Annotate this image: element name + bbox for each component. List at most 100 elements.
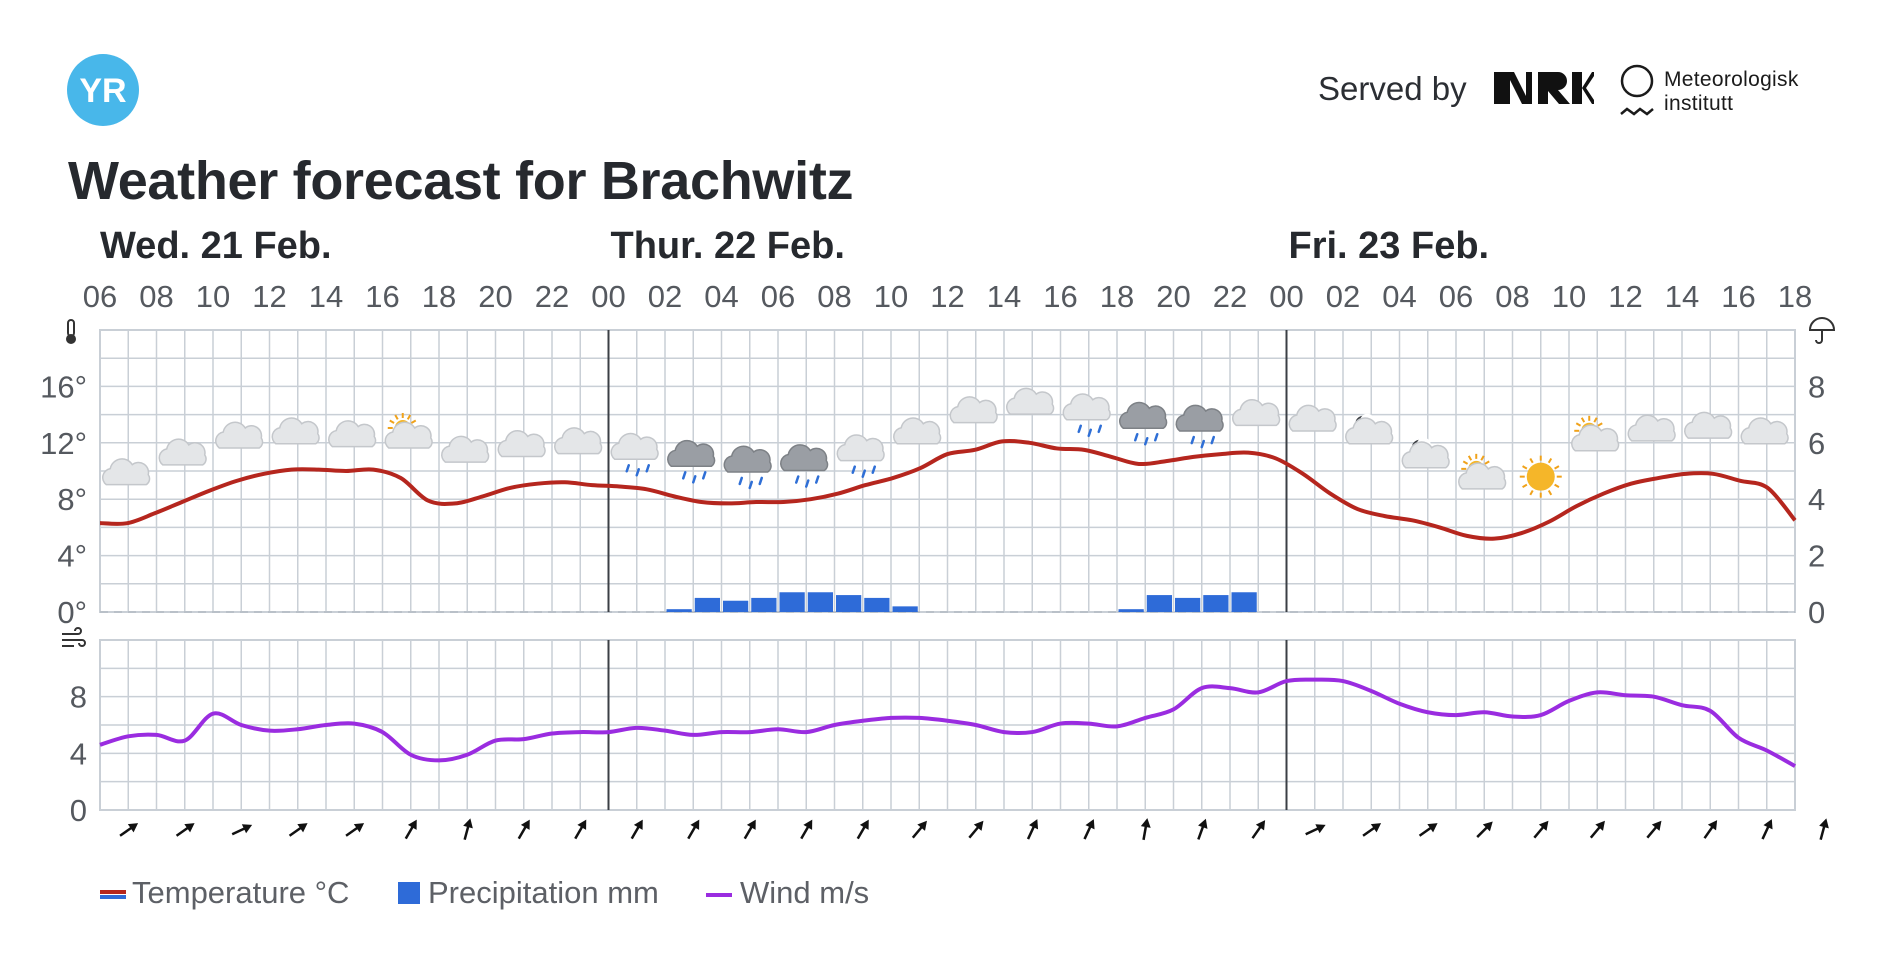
weather-symbol-cloudy-icon xyxy=(441,435,490,463)
wind-direction-arrow xyxy=(1476,821,1493,838)
hour-tick-label: 10 xyxy=(196,279,230,314)
wind-direction-arrow xyxy=(119,823,139,837)
wind-icon xyxy=(62,627,86,647)
wind-tick-label: 4 xyxy=(70,736,87,771)
weather-symbol-light-rain-icon xyxy=(610,432,659,477)
wind-line xyxy=(99,677,1796,768)
wind-direction-arrow xyxy=(231,824,253,836)
precipitation-tick-label: 8 xyxy=(1808,369,1825,404)
hour-tick-label: 14 xyxy=(987,279,1021,314)
weather-symbol-light-rain-icon xyxy=(836,434,885,478)
weather-symbol-cloudy-icon xyxy=(1684,411,1733,439)
legend-wind: Wind m/s xyxy=(706,875,869,911)
svg-text:YR: YR xyxy=(79,72,126,110)
precipitation-bar xyxy=(1175,597,1201,612)
precipitation-bar xyxy=(864,597,890,612)
precipitation-bar xyxy=(836,595,862,612)
weather-symbol-rain-icon xyxy=(1119,401,1168,446)
weather-symbol-cloudy-icon xyxy=(1740,417,1789,445)
hour-tick-label: 18 xyxy=(422,279,456,314)
wind-direction-arrow xyxy=(175,823,195,837)
wind-direction-arrow xyxy=(630,819,643,840)
precipitation-bar xyxy=(779,592,805,612)
weather-symbol-partly-cloudy-night-icon xyxy=(1401,437,1450,469)
hour-tick-label: 20 xyxy=(478,279,512,314)
wind-direction-arrow xyxy=(911,820,927,839)
precipitation-tick-label: 6 xyxy=(1808,426,1825,461)
precipitation-bar xyxy=(751,597,777,612)
wind-direction-arrow xyxy=(1533,820,1549,839)
hour-tick-label: 16 xyxy=(1721,279,1755,314)
weather-symbol-partly-cloudy-day-icon xyxy=(1458,453,1507,490)
page-title: Weather forecast for Brachwitz xyxy=(68,151,854,211)
weather-symbol-partly-cloudy-day-icon xyxy=(384,412,433,449)
wind-direction-arrow xyxy=(1761,819,1773,840)
hour-tick-label: 12 xyxy=(252,279,286,314)
wind-direction-arrow xyxy=(1646,820,1662,839)
day-label: Wed. 21 Feb. xyxy=(100,225,332,267)
hour-tick-label: 04 xyxy=(1382,279,1416,314)
weather-symbol-partly-cloudy-day-icon xyxy=(1571,415,1620,452)
hour-tick-label: 20 xyxy=(1156,279,1190,314)
met-institute-logo[interactable] xyxy=(1618,62,1656,125)
wind-direction-arrow xyxy=(404,819,417,840)
wind-direction-arrow xyxy=(517,819,530,840)
hour-tick-label: 08 xyxy=(1495,279,1529,314)
wind-tick-label: 0 xyxy=(70,793,87,828)
wind-direction-arrow xyxy=(856,819,869,840)
weather-symbol-clear-day-icon xyxy=(1519,455,1562,498)
weather-symbol-cloudy-icon xyxy=(949,396,998,424)
precipitation-bar xyxy=(807,592,833,612)
hour-tick-label: 08 xyxy=(817,279,851,314)
wind-direction-arrow xyxy=(1362,823,1382,837)
precipitation-bar xyxy=(1203,595,1229,612)
legend-wind-label: Wind m/s xyxy=(740,875,870,910)
thermometer-icon xyxy=(66,319,76,344)
met-name-line1: Meteorologisk xyxy=(1664,68,1799,91)
weather-symbol-cloudy-icon xyxy=(102,458,151,486)
met-institute-name: Meteorologisk institutt xyxy=(1664,68,1799,116)
weather-symbol-cloudy-icon xyxy=(271,417,320,445)
hour-tick-label: 16 xyxy=(365,279,399,314)
wind-line-icon xyxy=(706,892,732,897)
wind-direction-arrow xyxy=(1418,823,1438,837)
weather-symbol-cloudy-icon xyxy=(1288,404,1337,432)
hour-tick-label: 10 xyxy=(1552,279,1586,314)
hour-tick-label: 06 xyxy=(1439,279,1473,314)
yr-logo-mark: YR xyxy=(79,72,126,110)
legend-temperature-label: Temperature °C xyxy=(132,875,350,910)
hour-tick-label: 00 xyxy=(591,279,625,314)
weather-symbol-light-rain-icon xyxy=(1062,393,1111,438)
wind-direction-arrow xyxy=(1026,819,1039,840)
wind-direction-arrow xyxy=(1589,820,1605,839)
hour-tick-label: 14 xyxy=(309,279,343,314)
weather-symbol-cloudy-icon xyxy=(554,427,603,455)
precipitation-bar xyxy=(1146,595,1172,612)
yr-logo[interactable]: YR xyxy=(67,54,139,126)
wind-direction-arrow xyxy=(1305,824,1326,836)
precipitation-bar xyxy=(694,597,720,612)
hour-tick-label: 02 xyxy=(1326,279,1360,314)
temperature-tick-label: 16° xyxy=(40,369,87,404)
nrk-logo[interactable] xyxy=(1494,70,1594,111)
temperature-tick-label: 4° xyxy=(57,539,87,574)
hour-tick-label: 14 xyxy=(1665,279,1699,314)
legend-temperature: Temperature °C xyxy=(100,875,349,911)
wind-direction-arrow xyxy=(1083,819,1095,840)
temperature-tick-label: 8° xyxy=(57,482,87,517)
hour-tick-label: 22 xyxy=(1213,279,1247,314)
weather-symbol-cloudy-icon xyxy=(328,420,377,448)
hour-tick-label: 06 xyxy=(83,279,117,314)
hour-tick-label: 08 xyxy=(139,279,173,314)
hour-tick-label: 02 xyxy=(648,279,682,314)
day-label: Fri. 23 Feb. xyxy=(1289,225,1490,267)
hour-tick-label: 22 xyxy=(535,279,569,314)
umbrella-icon xyxy=(1808,317,1836,344)
weather-symbol-cloudy-icon xyxy=(1627,414,1676,442)
wind-direction-arrow xyxy=(968,820,984,839)
wind-direction-arrow xyxy=(1197,818,1208,840)
wind-tick-label: 8 xyxy=(70,680,87,715)
served-by-label: Served by xyxy=(1318,70,1467,107)
weather-symbol-cloudy-icon xyxy=(893,417,942,445)
